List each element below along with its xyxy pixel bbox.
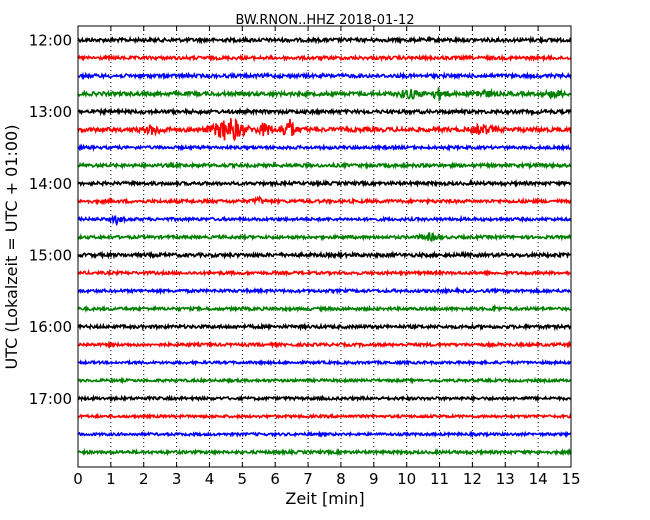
seismic-trace — [77, 394, 572, 403]
seismic-trace — [77, 106, 572, 117]
seismic-trace — [77, 87, 572, 102]
y-tick-label: 15:00 — [29, 247, 72, 265]
y-ticks-group: 12:00 13:00 14:00 15:00 16:00 17:00 — [29, 32, 571, 408]
x-tick-label: 9 — [369, 470, 379, 488]
seismic-trace — [77, 250, 572, 260]
x-tick-label: 5 — [238, 470, 248, 488]
x-tick-label: 11 — [430, 470, 449, 488]
chart-title: BW.RNON..HHZ 2018-01-12 — [235, 13, 414, 28]
seismic-trace — [77, 358, 572, 367]
x-tick-label: 14 — [529, 470, 548, 488]
seismic-trace — [77, 143, 572, 152]
y-tick-label: 13:00 — [29, 103, 72, 121]
x-tick-label: 15 — [561, 470, 580, 488]
x-tick-label: 10 — [397, 470, 416, 488]
y-axis-label: UTC (Lokalzeit = UTC + 01:00) — [2, 125, 21, 370]
y-tick-label: 16:00 — [29, 318, 72, 336]
seismic-trace — [77, 447, 572, 457]
x-tick-label: 7 — [303, 470, 313, 488]
y-tick-label: 12:00 — [29, 32, 72, 50]
seismic-trace — [77, 71, 572, 81]
plot-frame — [77, 25, 572, 468]
x-tick-label: 13 — [496, 470, 515, 488]
x-ticks-group: 0 1 2 3 4 5 6 7 8 9 10 11 12 13 14 15 — [73, 26, 581, 488]
x-tick-label: 6 — [270, 470, 280, 488]
seismic-trace — [77, 160, 572, 171]
traces-group — [77, 35, 572, 457]
seismic-trace — [77, 35, 572, 45]
x-tick-label: 8 — [336, 470, 346, 488]
seismic-trace — [77, 340, 572, 350]
x-tick-label: 3 — [172, 470, 182, 488]
seismic-trace — [77, 430, 572, 439]
grid-lines — [110, 26, 539, 467]
seismic-trace — [77, 178, 572, 188]
seismic-trace — [77, 195, 572, 206]
y-tick-label: 17:00 — [29, 390, 72, 408]
x-tick-label: 12 — [463, 470, 482, 488]
seismic-trace — [77, 286, 572, 296]
seismic-trace — [77, 268, 572, 278]
seismic-trace — [77, 322, 572, 332]
x-axis-label: Zeit [min] — [285, 489, 364, 508]
seismic-trace — [77, 214, 572, 227]
seismic-trace — [77, 117, 572, 142]
x-tick-label: 2 — [139, 470, 149, 488]
y-tick-label: 14:00 — [29, 175, 72, 193]
x-tick-label: 0 — [73, 470, 83, 488]
seismic-trace — [77, 412, 572, 420]
seismic-trace — [77, 232, 572, 243]
seismic-trace — [77, 303, 572, 313]
seismic-trace — [77, 376, 572, 385]
x-tick-label: 4 — [205, 470, 215, 488]
x-tick-label: 1 — [106, 470, 116, 488]
seismic-trace — [77, 53, 572, 63]
